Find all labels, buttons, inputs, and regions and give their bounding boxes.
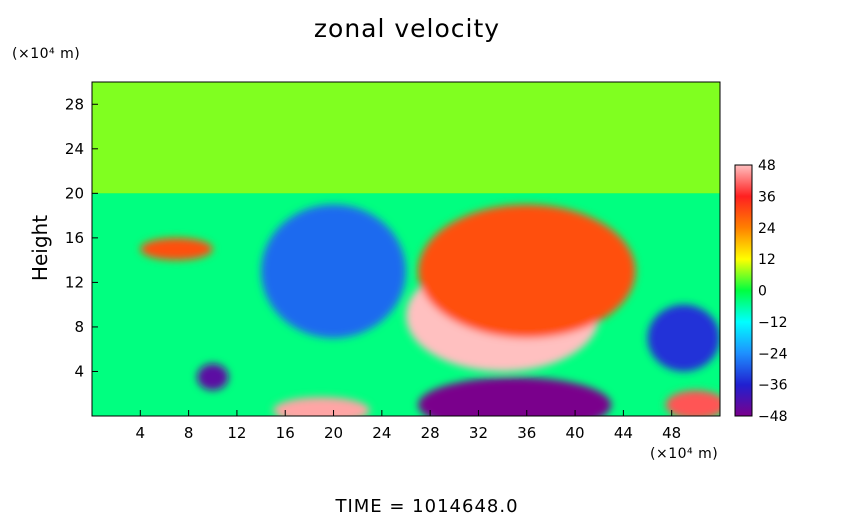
chart-title: zonal velocity bbox=[313, 14, 501, 43]
x-tick-label: 32 bbox=[469, 424, 488, 442]
x-tick-label: 44 bbox=[614, 424, 633, 442]
y-tick-label: 4 bbox=[74, 362, 84, 380]
x-tick-label: 40 bbox=[566, 424, 585, 442]
x-tick-label: 24 bbox=[372, 424, 391, 442]
y-axis: 4 8 12 16 20 24 28 bbox=[65, 95, 98, 380]
x-tick-label: 20 bbox=[324, 424, 343, 442]
colorbar-scale bbox=[734, 164, 753, 417]
colorbar: 48 36 24 12 0 −12 −24 −36 −48 bbox=[734, 158, 788, 425]
upper-layer-band bbox=[92, 82, 720, 194]
colorbar-tick-label: −36 bbox=[758, 378, 788, 394]
field-feature bbox=[261, 204, 406, 339]
y-tick-label: 8 bbox=[74, 318, 84, 336]
field-feature bbox=[140, 237, 213, 261]
y-tick-label: 12 bbox=[65, 273, 84, 291]
field-feature bbox=[418, 204, 636, 339]
colorbar-tick-label: 48 bbox=[758, 158, 776, 174]
lower-layer-band bbox=[92, 193, 720, 416]
x-tick-label: 8 bbox=[184, 424, 194, 442]
heatmap-field bbox=[92, 82, 720, 416]
colorbar-tick-label: −48 bbox=[758, 409, 788, 425]
plot-frame bbox=[91, 81, 721, 417]
field-feature bbox=[418, 377, 612, 416]
x-tick-label: 36 bbox=[517, 424, 536, 442]
colorbar-tick-label: −12 bbox=[758, 315, 788, 331]
x-axis-unit: (×10⁴ m) bbox=[650, 446, 719, 462]
colorbar-tick-label: 12 bbox=[758, 252, 776, 268]
colorbar-tick-label: 36 bbox=[758, 189, 776, 205]
colorbar-tick-label: 24 bbox=[758, 221, 776, 237]
x-axis: 4 8 12 16 20 24 28 32 36 40 44 48 bbox=[136, 410, 681, 442]
field-feature bbox=[665, 390, 720, 416]
colorbar-tick-label: 0 bbox=[758, 284, 767, 300]
x-tick-label: 16 bbox=[276, 424, 295, 442]
y-tick-label: 24 bbox=[65, 140, 84, 158]
field-feature bbox=[197, 363, 229, 391]
y-axis-unit: (×10⁴ m) bbox=[12, 46, 81, 62]
colorbar-tick-label: −24 bbox=[758, 346, 788, 362]
y-tick-label: 20 bbox=[65, 184, 84, 202]
x-tick-label: 4 bbox=[136, 424, 146, 442]
field-feature bbox=[273, 397, 370, 416]
y-tick-label: 28 bbox=[65, 95, 84, 113]
time-label: TIME = 1014648.0 bbox=[335, 496, 519, 517]
x-tick-label: 12 bbox=[227, 424, 246, 442]
x-tick-label: 28 bbox=[421, 424, 440, 442]
field-feature bbox=[647, 304, 720, 372]
x-tick-label: 48 bbox=[662, 424, 681, 442]
y-tick-label: 16 bbox=[65, 229, 84, 247]
